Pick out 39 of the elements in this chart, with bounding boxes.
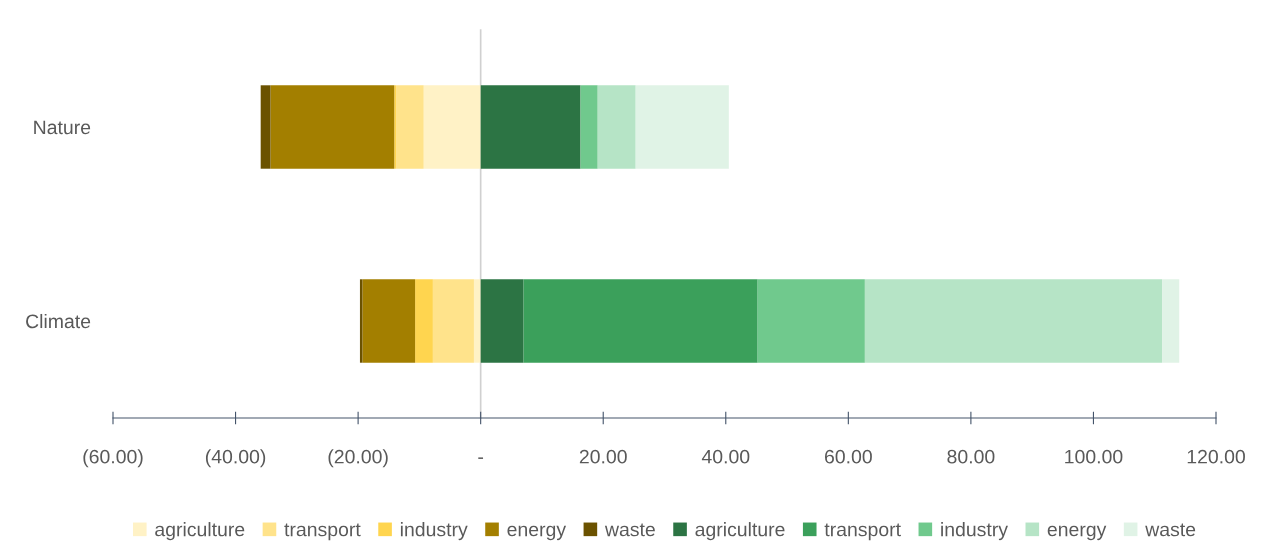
legend-label: waste (1145, 523, 1196, 537)
x-tick-label: 100.00 (1065, 449, 1123, 464)
x-tick-label: 60.00 (824, 449, 872, 464)
bar (480, 279, 524, 363)
legend-label: transport (284, 523, 361, 541)
bar (757, 279, 865, 363)
bar (432, 279, 474, 363)
x-tick-label: 40.00 (701, 449, 750, 464)
bar (864, 279, 1163, 363)
x-tick-label: (60.00) (83, 449, 143, 468)
x-tick-label: 80.00 (947, 449, 995, 464)
bar (260, 85, 271, 169)
x-tick-label: (20.00) (328, 449, 388, 468)
bar (480, 85, 581, 169)
bar (1162, 279, 1180, 363)
x-tick-label: 120.00 (1187, 449, 1245, 464)
bar (396, 85, 424, 169)
bar (423, 85, 481, 169)
x-tick-label: (40.00) (205, 449, 266, 468)
y-tick-label: Climate (26, 313, 91, 329)
legend-label: industry (400, 522, 468, 541)
bar (362, 279, 416, 363)
x-tick-label: - (478, 457, 484, 459)
legend-label: agriculture (155, 522, 245, 541)
bar (473, 279, 481, 363)
legend-label: agriculture (695, 522, 785, 541)
bar (635, 85, 729, 169)
legend-label: energy (507, 525, 567, 541)
bar (580, 85, 598, 169)
legend-label: energy (1047, 525, 1107, 541)
x-tick-label: 20.00 (579, 449, 627, 464)
bar (523, 279, 758, 363)
bar (270, 85, 395, 169)
bar (597, 85, 636, 169)
y-tick-label: Nature (34, 120, 91, 135)
legend-label: industry (941, 522, 1008, 541)
legend-label: transport (824, 523, 901, 541)
legend-label: waste (604, 523, 655, 537)
bar (415, 279, 433, 363)
